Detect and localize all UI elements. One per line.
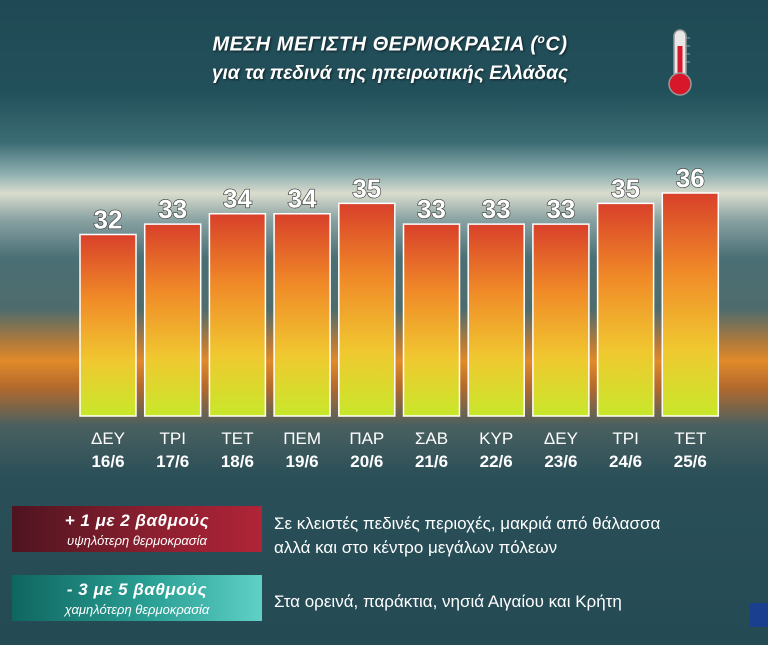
plus-note-degrees: + 1 με 2 βαθμούς: [64, 511, 210, 530]
bar-value-label: 36: [676, 163, 705, 193]
x-tick-date-label: 17/6: [156, 452, 189, 471]
x-tick-day-label: ΔΕΥ: [544, 429, 578, 448]
bar-value-label: 34: [288, 184, 317, 214]
chart-title: ΜΕΣΗ ΜΕΓΙΣΤΗ ΘΕΡΜΟΚΡΑΣΙΑ (oC) για τα πεδ…: [130, 32, 650, 85]
x-tick-day-label: ΚΥΡ: [479, 429, 513, 448]
bar: [143, 223, 202, 417]
bar: [661, 192, 720, 417]
x-tick-date-label: 20/6: [350, 452, 383, 471]
bar: [208, 212, 267, 417]
bar-value-label: 32: [94, 204, 123, 234]
x-tick-date-label: 16/6: [91, 452, 124, 471]
x-tick-date-label: 18/6: [221, 452, 254, 471]
plus-note-text: Σε κλειστές πεδινές περιοχές, μακριά από…: [274, 512, 660, 560]
bar-chart: 32 ΔΕΥ 16/6 33 ΤΡΙ 17/6 34 ΤΕΤ 18/6 34 ΠΕΜ 19/6 35 ΠΑ…: [79, 162, 720, 471]
bar: [532, 223, 590, 417]
x-tick-day-label: ΔΕΥ: [91, 429, 125, 448]
x-tick-day-label: ΤΡΙ: [612, 429, 638, 448]
minus-note-caption: χαμηλότερη θερμοκρασία: [64, 602, 210, 617]
bar-value-label: 33: [158, 194, 187, 224]
bar-value-label: 33: [546, 194, 575, 224]
minus-note-text: Στα ορεινά, παράκτια, νησιά Αιγαίου και …: [274, 592, 622, 611]
x-tick-date-label: 23/6: [544, 452, 577, 471]
x-tick-date-label: 22/6: [480, 452, 513, 471]
x-tick-date-label: 24/6: [609, 452, 642, 471]
x-tick-date-label: 21/6: [415, 452, 448, 471]
bar: [273, 212, 331, 417]
bar: [79, 233, 137, 417]
x-tick-day-label: ΠΑΡ: [349, 429, 384, 448]
bar-value-label: 35: [352, 173, 381, 203]
minus-note-box: - 3 με 5 βαθμούς χαμηλότερη θερμοκρασία: [12, 575, 262, 621]
bar: [402, 223, 461, 417]
bar-value-label: 33: [482, 194, 511, 224]
x-tick-date-label: 19/6: [286, 452, 319, 471]
channel-logo-icon: [750, 603, 768, 627]
bar-value-label: 35: [611, 173, 640, 203]
bar: [338, 202, 396, 417]
title-line-1: ΜΕΣΗ ΜΕΓΙΣΤΗ ΘΕΡΜΟΚΡΑΣΙΑ (oC): [212, 32, 568, 56]
x-tick-date-label: 25/6: [674, 452, 707, 471]
x-tick-day-label: ΤΡΙ: [159, 429, 185, 448]
plus-note-box: + 1 με 2 βαθμούς υψηλότερη θερμοκρασία: [12, 506, 262, 552]
plus-note-caption: υψηλότερη θερμοκρασία: [67, 533, 207, 548]
plus-note-line-1: Σε κλειστές πεδινές περιοχές, μακριά από…: [274, 514, 661, 533]
bar-value-label: 34: [223, 184, 252, 214]
title-line-2: για τα πεδινά της ηπειρωτικής Ελλάδας: [211, 62, 569, 84]
thermometer-icon: [668, 29, 692, 96]
plus-note-line-2: αλλά και στο κέντρο μεγάλων πόλεων: [274, 538, 558, 557]
bar: [467, 223, 525, 417]
bar-value-label: 33: [417, 194, 446, 224]
x-tick-day-label: ΠΕΜ: [283, 429, 321, 448]
x-tick-day-label: ΤΕΤ: [221, 429, 253, 448]
x-tick-day-label: ΣΑΒ: [415, 429, 448, 448]
bar: [596, 202, 655, 417]
minus-note-degrees: - 3 με 5 βαθμούς: [66, 580, 208, 599]
x-tick-day-label: ΤΕΤ: [674, 429, 706, 448]
